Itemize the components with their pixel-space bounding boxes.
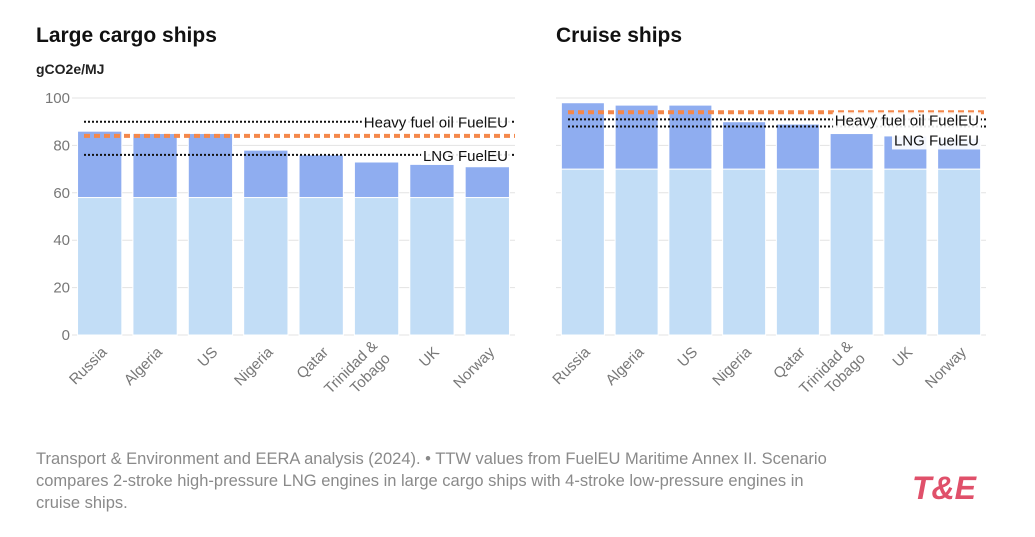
bar-segment <box>132 133 178 199</box>
x-tick-label: UK <box>416 344 443 371</box>
bar-segment <box>668 168 713 336</box>
bar-segment <box>937 168 982 336</box>
x-tick-label: US <box>195 344 222 371</box>
bar-segment <box>132 197 178 336</box>
bar-segment <box>298 154 344 199</box>
x-tick-label: Norway <box>922 343 970 391</box>
x-tick-label: Norway <box>450 343 498 391</box>
bar-segment <box>883 168 928 336</box>
x-tick-label: Nigeria <box>709 343 755 389</box>
bar-segment <box>464 166 510 199</box>
reference-label: Heavy fuel oil FuelEU <box>835 112 979 129</box>
x-tick-label: Nigeria <box>231 343 277 389</box>
bar-segment <box>464 197 510 336</box>
bar-segment <box>560 168 605 336</box>
bar-segment <box>77 130 123 199</box>
bar-segment <box>409 197 455 336</box>
bar-segment <box>353 197 400 336</box>
x-tick-label: Trinidad &Tobago <box>321 337 394 410</box>
x-tick-label: Algeria <box>121 343 167 389</box>
y-tick-label: 100 <box>45 90 70 107</box>
bar-segment <box>829 133 874 170</box>
bar-segment <box>243 149 289 199</box>
x-tick-label: Algeria <box>602 343 648 389</box>
bar-segment <box>298 197 344 336</box>
x-tick-label: Qatar <box>770 344 809 383</box>
bar-segment <box>668 104 713 170</box>
x-tick-label: UK <box>889 344 916 371</box>
bar-segment <box>409 163 455 199</box>
bar-segment <box>77 197 123 336</box>
bar-segment <box>243 197 289 336</box>
bar-segment <box>722 121 767 170</box>
reference-label-bg <box>891 132 981 150</box>
y-tick-label: 80 <box>53 137 70 154</box>
bar-segment <box>353 161 400 199</box>
bar-segment <box>775 123 820 170</box>
bar-segment <box>187 197 234 336</box>
y-tick-label: 60 <box>53 185 70 202</box>
reference-label-bg <box>361 114 510 132</box>
reference-label: LNG FuelEU <box>894 132 979 149</box>
bar-segment <box>614 168 659 336</box>
y-tick-label: 20 <box>53 280 70 297</box>
x-tick-label: Trinidad &Tobago <box>796 337 869 410</box>
reference-label-bg <box>832 112 981 130</box>
chart: Large cargo ships gCO2e/MJ 0 20 40 60 80 100 Rus… <box>36 24 986 410</box>
x-tick-label: Russia <box>66 343 111 388</box>
reference-label: Heavy fuel oil FuelEU <box>364 115 508 132</box>
source-note: Transport & Environment and EERA analysi… <box>36 450 827 512</box>
bar-segment <box>187 133 234 199</box>
bar-segment <box>722 168 767 336</box>
reference-label-bg <box>420 147 510 165</box>
bar-segment <box>829 168 874 336</box>
bar-segment <box>775 168 820 336</box>
reference-label: LNG FuelEU <box>423 148 508 165</box>
panel-title: Cruise ships <box>556 24 682 47</box>
y-tick-label: 40 <box>53 232 70 249</box>
panel-title: Large cargo ships <box>36 24 217 47</box>
y-axis-label: gCO2e/MJ <box>36 61 104 77</box>
y-tick-label: 0 <box>62 327 70 344</box>
x-tick-label: Qatar <box>293 344 332 383</box>
x-tick-label: Russia <box>549 343 594 388</box>
bar-segment <box>614 104 659 170</box>
x-tick-label: US <box>674 344 701 371</box>
logo: T&E <box>912 470 976 506</box>
